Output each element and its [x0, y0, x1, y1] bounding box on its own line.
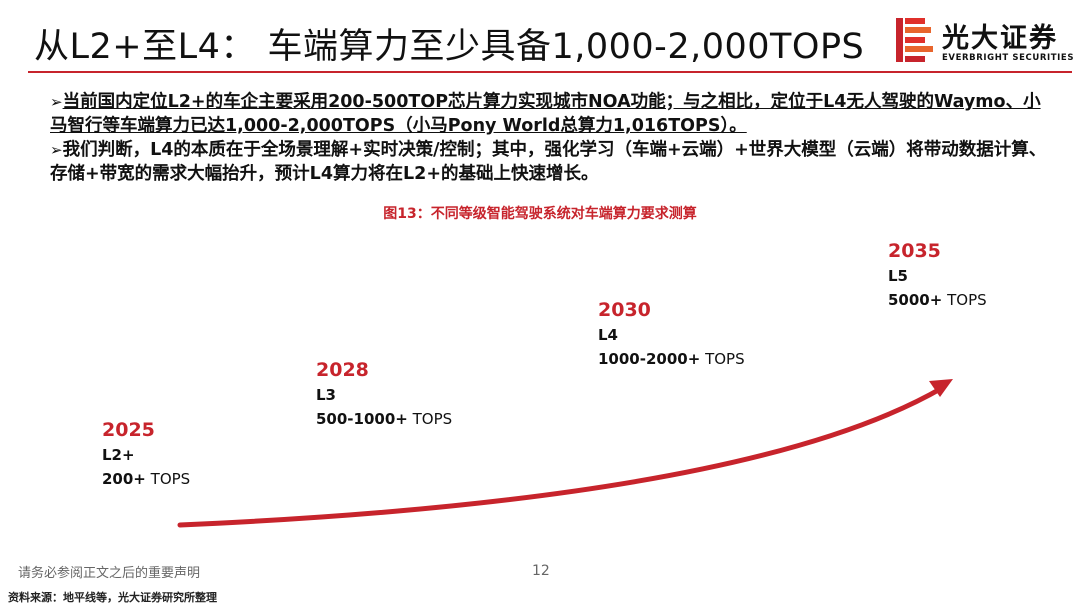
- arrow-bullet-icon: ➢: [50, 93, 63, 111]
- bullet-list: ➢当前国内定位L2+的车企主要采用200-500TOP芯片算力实现城市NOA功能…: [50, 90, 1050, 186]
- milestone-tops: 500-1000+ TOPS: [316, 407, 452, 431]
- milestone-year: 2035: [888, 240, 941, 262]
- tops-value: 1000-2000+: [598, 350, 701, 368]
- arrow-bullet-icon: ➢: [50, 141, 63, 159]
- milestone-year: 2028: [316, 359, 369, 381]
- milestone-2025: 2025 L2+ 200+ TOPS: [102, 417, 190, 491]
- tops-unit: TOPS: [407, 410, 453, 428]
- milestone-2030: 2030 L4 1000-2000+ TOPS: [598, 297, 745, 371]
- bullet-item: ➢当前国内定位L2+的车企主要采用200-500TOP芯片算力实现城市NOA功能…: [50, 90, 1050, 138]
- milestone-2035: 2035 L5 5000+ TOPS: [888, 238, 987, 312]
- tops-value: 5000+: [888, 291, 943, 309]
- milestone-2028: 2028 L3 500-1000+ TOPS: [316, 357, 452, 431]
- page-number: 12: [532, 563, 550, 579]
- logo-name-cn: 光大证券: [942, 23, 1058, 54]
- disclaimer-note: 请务必参阅正文之后的重要声明: [18, 566, 201, 581]
- tops-unit: TOPS: [942, 291, 987, 309]
- bullet-text: 当前国内定位L2+的车企主要采用200-500TOP芯片算力实现城市NOA功能；…: [50, 92, 1041, 136]
- milestone-tops: 200+ TOPS: [102, 467, 190, 491]
- tops-unit: TOPS: [700, 350, 745, 368]
- milestone-tops: 5000+ TOPS: [888, 288, 987, 312]
- data-source-note: 资料来源：地平线等，光大证券研究所整理: [8, 591, 217, 604]
- tops-value: 200+: [102, 470, 146, 488]
- milestone-level: L3: [316, 386, 336, 404]
- tops-unit: TOPS: [145, 470, 191, 488]
- milestone-tops: 1000-2000+ TOPS: [598, 347, 745, 371]
- milestone-year: 2030: [598, 299, 651, 321]
- title-divider: [28, 71, 1072, 73]
- page-title: 从L2+至L4： 车端算力至少具备1,000-2,000TOPS: [34, 27, 865, 67]
- everbright-logo-icon: [896, 18, 933, 62]
- milestone-level: L4: [598, 326, 618, 344]
- milestone-level: L2+: [102, 446, 135, 464]
- bullet-item: ➢我们判断，L4的本质在于全场景理解+实时决策/控制；其中，强化学习（车端+云端…: [50, 138, 1050, 186]
- bullet-text: 我们判断，L4的本质在于全场景理解+实时决策/控制；其中，强化学习（车端+云端）…: [50, 140, 1047, 184]
- milestone-year: 2025: [102, 419, 155, 441]
- tops-value: 500-1000+: [316, 410, 408, 428]
- figure-caption: 图13：不同等级智能驾驶系统对车端算力要求测算: [383, 206, 697, 222]
- milestone-level: L5: [888, 267, 908, 285]
- logo-name-en: EVERBRIGHT SECURITIES: [942, 53, 1075, 63]
- company-logo: 光大证券 EVERBRIGHT SECURITIES: [896, 16, 1076, 66]
